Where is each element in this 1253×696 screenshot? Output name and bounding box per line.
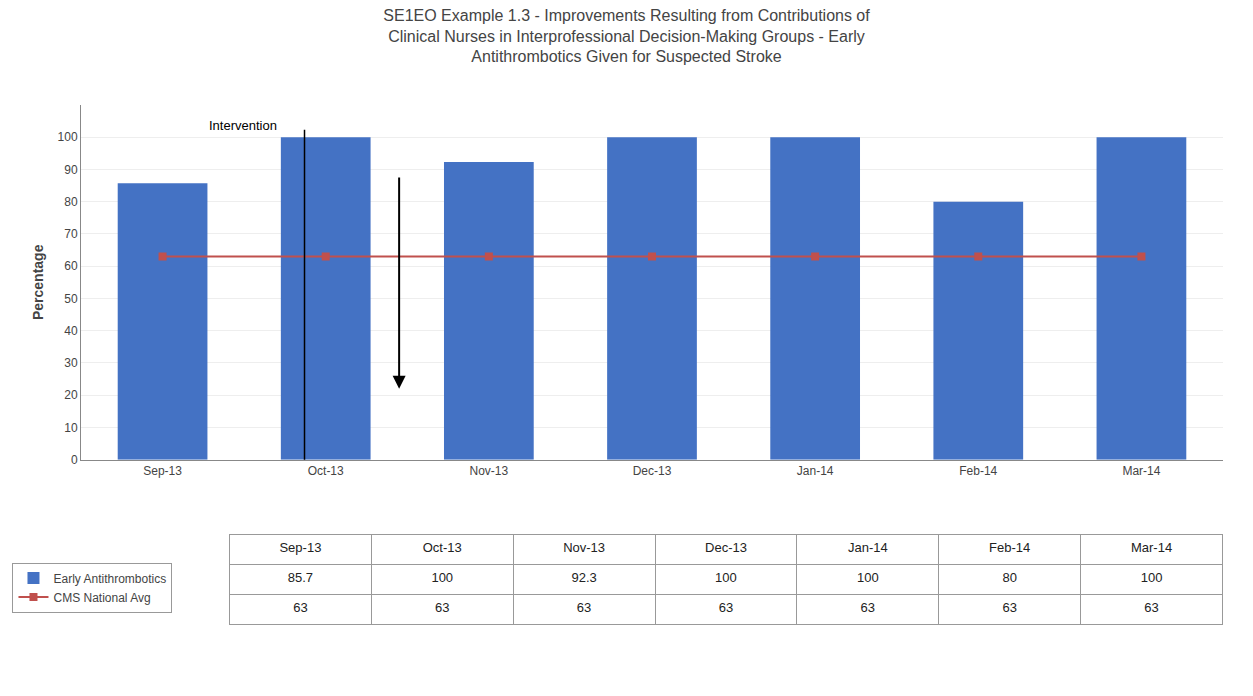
- svg-text:40: 40: [64, 324, 78, 338]
- svg-text:Intervention: Intervention: [209, 118, 277, 133]
- svg-text:CMS National Avg: CMS National Avg: [53, 591, 150, 605]
- svg-text:60: 60: [64, 259, 78, 273]
- svg-text:Sep-13: Sep-13: [279, 540, 321, 555]
- svg-text:Mar-14: Mar-14: [1122, 464, 1160, 478]
- svg-text:63: 63: [1002, 600, 1016, 615]
- svg-text:Oct-13: Oct-13: [308, 464, 344, 478]
- svg-text:Feb-14: Feb-14: [989, 540, 1030, 555]
- svg-text:63: 63: [577, 600, 591, 615]
- svg-text:92.3: 92.3: [571, 570, 596, 585]
- svg-text:63: 63: [861, 600, 875, 615]
- svg-text:100: 100: [857, 570, 879, 585]
- svg-text:63: 63: [719, 600, 733, 615]
- svg-text:Jan-14: Jan-14: [797, 464, 834, 478]
- svg-text:Nov-13: Nov-13: [470, 464, 509, 478]
- svg-text:100: 100: [431, 570, 453, 585]
- svg-text:Jan-14: Jan-14: [848, 540, 888, 555]
- svg-text:63: 63: [435, 600, 449, 615]
- svg-text:100: 100: [715, 570, 737, 585]
- svg-text:30: 30: [64, 356, 78, 370]
- svg-text:80: 80: [64, 195, 78, 209]
- svg-text:Sep-13: Sep-13: [143, 464, 182, 478]
- svg-text:63: 63: [1144, 600, 1158, 615]
- svg-text:Early Antithrombotics: Early Antithrombotics: [53, 572, 166, 586]
- svg-text:20: 20: [64, 388, 78, 402]
- svg-text:Dec-13: Dec-13: [633, 464, 672, 478]
- svg-text:Mar-14: Mar-14: [1131, 540, 1172, 555]
- svg-text:100: 100: [1141, 570, 1163, 585]
- svg-text:Percentage: Percentage: [30, 244, 46, 320]
- svg-text:50: 50: [64, 292, 78, 306]
- svg-text:Feb-14: Feb-14: [959, 464, 997, 478]
- svg-text:63: 63: [293, 600, 307, 615]
- svg-text:10: 10: [64, 421, 78, 435]
- svg-text:Dec-13: Dec-13: [705, 540, 747, 555]
- svg-text:80: 80: [1002, 570, 1016, 585]
- svg-text:Nov-13: Nov-13: [563, 540, 605, 555]
- svg-text:85.7: 85.7: [288, 570, 313, 585]
- svg-text:SE1EO Example 1.3 - Improvemen: SE1EO Example 1.3 - Improvements Resulti…: [383, 7, 870, 66]
- svg-text:0: 0: [71, 453, 78, 467]
- svg-text:Oct-13: Oct-13: [423, 540, 462, 555]
- svg-text:90: 90: [64, 163, 78, 177]
- svg-text:100: 100: [58, 130, 78, 144]
- svg-text:70: 70: [64, 227, 78, 241]
